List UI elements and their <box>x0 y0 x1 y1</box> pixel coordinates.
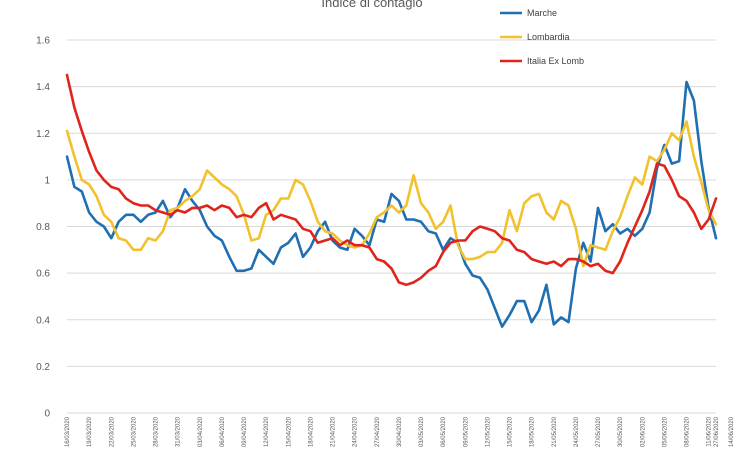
x-tick-label: 30/05/2020 <box>618 416 624 447</box>
y-tick-label: 0 <box>44 409 50 420</box>
x-tick-label: 24/05/2020 <box>574 416 580 447</box>
y-tick-label: 0.8 <box>36 222 50 233</box>
x-tick-label: 11/06/2020 <box>707 416 713 446</box>
x-tick-label: 08/06/2020 <box>685 416 691 447</box>
x-tick-label: 27/05/2020 <box>596 416 602 447</box>
x-tick-label: 14/06/2020 <box>729 416 735 447</box>
series-lines <box>65 73 718 328</box>
x-tick-label: 06/05/2020 <box>441 416 447 447</box>
y-tick-label: 0.2 <box>36 362 50 373</box>
y-axis-ticks: 0 0.2 0.4 0.6 0.8 1 1.2 1.4 1.6 <box>36 36 50 420</box>
x-tick-label: 02/06/2020 <box>640 416 646 447</box>
x-tick-label: 18/05/2020 <box>530 416 536 447</box>
x-axis-ticks: 16/03/2020 19/03/2020 22/03/2020 25/03/2020… <box>65 416 735 447</box>
x-tick-label: 31/03/2020 <box>176 416 182 447</box>
x-tick-label: 28/03/2020 <box>154 416 160 447</box>
x-tick-label: 15/05/2020 <box>508 416 514 447</box>
x-tick-label: 09/04/2020 <box>242 416 248 447</box>
x-tick-label: 16/03/2020 <box>65 416 71 447</box>
x-tick-label: 21/04/2020 <box>331 416 337 447</box>
y-tick-label: 1.4 <box>36 82 50 93</box>
y-tick-label: 1 <box>44 175 50 186</box>
y-tick-label: 0.4 <box>36 315 50 326</box>
x-tick-label: 22/03/2020 <box>109 416 115 447</box>
x-tick-label: 21/05/2020 <box>552 416 558 447</box>
y-tick-label: 1.6 <box>36 36 50 47</box>
x-tick-label: 15/04/2020 <box>286 416 292 447</box>
legend-label: Marche <box>527 8 557 18</box>
x-tick-label: 27/06/2020 <box>714 416 720 447</box>
x-tick-label: 18/04/2020 <box>308 416 314 447</box>
x-tick-label: 25/03/2020 <box>131 416 137 447</box>
x-tick-label: 24/04/2020 <box>353 416 359 447</box>
x-tick-label: 30/04/2020 <box>397 416 403 447</box>
legend: Marche Lombardia Italia Ex Lomb <box>500 8 584 66</box>
x-tick-label: 12/05/2020 <box>485 416 491 447</box>
y-tick-label: 0.6 <box>36 269 50 280</box>
series-line-1 <box>65 120 718 268</box>
legend-label: Italia Ex Lomb <box>527 56 584 66</box>
y-tick-label: 1.2 <box>36 129 50 140</box>
legend-label: Lombardia <box>527 32 570 42</box>
x-tick-label: 19/03/2020 <box>87 416 93 447</box>
x-tick-label: 27/04/2020 <box>375 416 381 447</box>
x-tick-label: 03/05/2020 <box>419 416 425 447</box>
chart-title: Indice di contagio <box>321 0 422 10</box>
series-line-2 <box>65 73 718 287</box>
x-tick-label: 03/04/2020 <box>198 416 204 447</box>
x-tick-label: 06/04/2020 <box>220 416 226 447</box>
x-tick-label: 05/06/2020 <box>662 416 668 447</box>
gridlines <box>67 39 716 414</box>
x-tick-label: 12/04/2020 <box>264 416 270 447</box>
x-tick-label: 09/05/2020 <box>463 416 469 447</box>
